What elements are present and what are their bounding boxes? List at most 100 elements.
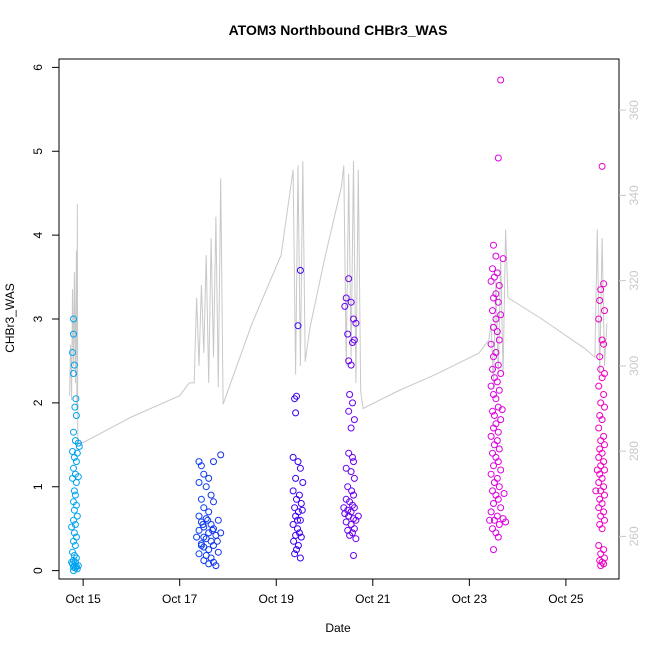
data-point bbox=[344, 330, 352, 338]
data-point bbox=[209, 526, 216, 534]
y-right-tick-label: 300 bbox=[627, 356, 641, 376]
data-point bbox=[490, 462, 497, 470]
x-axis-label: Date bbox=[325, 621, 351, 635]
data-point bbox=[296, 464, 304, 472]
data-point bbox=[489, 449, 496, 457]
data-point bbox=[495, 386, 503, 394]
data-point bbox=[489, 487, 496, 495]
data-point bbox=[210, 458, 217, 466]
data-point bbox=[350, 416, 358, 424]
data-point bbox=[200, 470, 208, 478]
data-point bbox=[349, 399, 356, 407]
data-point bbox=[193, 533, 201, 541]
y-tick-label: 6 bbox=[31, 64, 45, 71]
data-point bbox=[595, 424, 603, 432]
data-point bbox=[601, 307, 608, 315]
data-point bbox=[70, 370, 77, 377]
data-point bbox=[344, 483, 352, 491]
data-point bbox=[497, 76, 505, 84]
data-point bbox=[74, 562, 82, 570]
data-point bbox=[292, 474, 300, 482]
points-layer bbox=[68, 76, 608, 575]
data-point bbox=[292, 512, 300, 520]
x-axis: Oct 15 Oct 17 Oct 19 Oct 21 Oct 23 Oct 25 bbox=[65, 579, 584, 606]
data-point bbox=[68, 523, 76, 531]
data-point bbox=[490, 323, 497, 331]
data-point bbox=[346, 531, 354, 539]
data-point bbox=[499, 255, 507, 263]
data-point bbox=[294, 542, 302, 549]
data-point bbox=[75, 443, 83, 450]
gray-line bbox=[69, 161, 608, 444]
data-point bbox=[207, 491, 215, 499]
data-point bbox=[597, 512, 605, 520]
data-point bbox=[298, 506, 306, 514]
y-tick-label: 3 bbox=[31, 315, 45, 322]
data-point bbox=[492, 252, 500, 260]
y-right-tick-label: 340 bbox=[627, 185, 641, 205]
data-point bbox=[490, 479, 498, 486]
data-point bbox=[289, 453, 297, 461]
data-point bbox=[595, 315, 603, 323]
data-point bbox=[502, 518, 510, 526]
data-point bbox=[347, 424, 355, 432]
y-axis-label: CHBr3_WAS bbox=[3, 283, 17, 353]
data-point bbox=[597, 365, 605, 373]
data-point bbox=[495, 282, 503, 289]
data-point bbox=[195, 479, 203, 486]
x-tick-label: Oct 25 bbox=[548, 592, 584, 606]
data-point bbox=[350, 525, 358, 533]
data-point bbox=[597, 399, 605, 407]
data-point bbox=[494, 154, 502, 162]
data-point bbox=[490, 500, 497, 507]
data-point bbox=[345, 407, 353, 415]
data-point bbox=[490, 241, 497, 249]
data-point bbox=[350, 552, 357, 559]
data-point bbox=[487, 382, 495, 390]
data-point bbox=[596, 353, 604, 361]
data-point bbox=[598, 336, 606, 344]
data-point bbox=[352, 535, 360, 543]
data-point bbox=[490, 273, 498, 281]
data-point bbox=[342, 464, 350, 472]
x-tick-label: Oct 21 bbox=[355, 592, 391, 606]
data-point bbox=[347, 298, 355, 306]
data-point bbox=[205, 474, 213, 482]
data-point bbox=[597, 437, 605, 445]
data-point bbox=[492, 315, 500, 323]
data-point bbox=[494, 298, 502, 306]
data-point bbox=[490, 516, 498, 524]
data-point bbox=[297, 500, 305, 507]
data-point bbox=[489, 265, 496, 273]
data-point bbox=[212, 562, 220, 570]
data-point bbox=[70, 516, 77, 524]
data-point bbox=[70, 330, 77, 338]
data-point bbox=[340, 504, 348, 512]
data-point bbox=[341, 302, 349, 310]
data-point bbox=[494, 458, 502, 466]
data-point bbox=[348, 487, 356, 495]
data-point bbox=[595, 542, 603, 549]
data-point bbox=[494, 533, 502, 541]
data-point bbox=[495, 483, 503, 491]
data-point bbox=[69, 474, 76, 482]
data-point bbox=[595, 382, 603, 390]
data-point bbox=[597, 286, 605, 294]
data-point bbox=[598, 500, 606, 507]
data-point bbox=[490, 353, 497, 361]
data-point bbox=[600, 280, 608, 288]
data-point bbox=[489, 307, 496, 315]
chart-title: ATOM3 Northbound CHBr3_WAS bbox=[229, 22, 448, 38]
data-point bbox=[197, 462, 205, 470]
data-point bbox=[598, 558, 606, 566]
data-point bbox=[202, 483, 210, 491]
data-point bbox=[601, 403, 608, 411]
data-point bbox=[598, 474, 606, 482]
data-point bbox=[293, 546, 300, 554]
data-point bbox=[498, 406, 506, 414]
data-point bbox=[197, 542, 205, 549]
y-axis: 0 1 2 3 4 5 6 bbox=[31, 64, 59, 574]
data-point bbox=[350, 504, 358, 512]
data-point bbox=[70, 487, 78, 495]
